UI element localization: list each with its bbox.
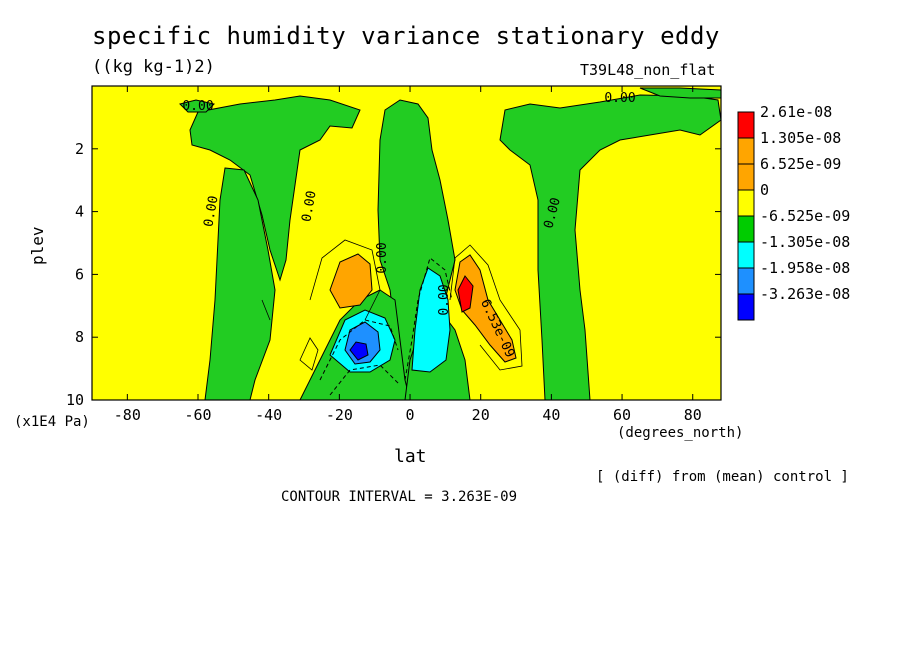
field-mid-positive <box>329 253 517 363</box>
legend-swatch <box>737 267 755 295</box>
legend-label: 6.525e-09 <box>760 155 841 173</box>
contour-label: 0.00 <box>437 284 452 315</box>
contour-label: 0.00 <box>299 190 319 223</box>
plot-frame <box>91 85 722 401</box>
legend-swatch <box>737 189 755 217</box>
legend-label: 1.305e-08 <box>760 129 841 147</box>
x-tick-label: 60 <box>613 406 631 424</box>
x-tick-label: 40 <box>542 406 560 424</box>
negative-contour-lines <box>319 257 453 396</box>
diff-note: [ (diff) from (mean) control ] <box>596 469 849 485</box>
y-axis-units: (x1E4 Pa) <box>14 414 90 430</box>
contour-label: 0.00 <box>604 91 635 106</box>
x-axis-units: (degrees_north) <box>617 425 744 441</box>
contour-label: 0.00 <box>201 195 221 228</box>
legend-swatch <box>737 293 755 321</box>
y-tick-label: 8 <box>75 328 84 346</box>
x-tick-label: -40 <box>255 406 282 424</box>
y-tick-label: 2 <box>75 140 84 158</box>
chart-title: specific humidity variance stationary ed… <box>92 22 720 50</box>
x-tick-label: 20 <box>472 406 490 424</box>
x-tick-label: -20 <box>326 406 353 424</box>
x-tick-label: -60 <box>184 406 211 424</box>
contour-interval: CONTOUR INTERVAL = 3.263E-09 <box>281 489 518 505</box>
run-label: T39L48_non_flat <box>580 61 716 79</box>
x-tick-label: 0 <box>406 406 415 424</box>
legend-label: -3.263e-08 <box>760 285 850 303</box>
contour-fields <box>92 86 721 400</box>
legend-label: -6.525e-09 <box>760 207 850 225</box>
y-tick-label: 6 <box>75 265 84 283</box>
legend-swatch <box>737 215 755 243</box>
legend-swatch <box>737 137 755 165</box>
x-tick-label: 80 <box>684 406 702 424</box>
legend-label: 0 <box>760 181 769 199</box>
legend-label: -1.305e-08 <box>760 233 850 251</box>
field-high-positive <box>457 275 474 313</box>
legend-swatch <box>737 241 755 269</box>
legend-label: 2.61e-08 <box>760 103 832 121</box>
x-tick-label: -80 <box>114 406 141 424</box>
chart-units: ((kg kg-1)2) <box>92 57 215 77</box>
legend-swatch <box>737 111 755 139</box>
y-tick-label: 4 <box>75 203 84 221</box>
legend-label: -1.958e-08 <box>760 259 850 277</box>
positive-contour-lines <box>261 239 523 371</box>
field-min-negative <box>349 341 369 361</box>
contour-label: 0.00 <box>182 99 213 114</box>
x-tick-group: -80 -60 -40 -20 0 20 40 60 80 <box>114 86 702 424</box>
x-axis-label: lat <box>394 446 427 467</box>
y-tick-label: 10 <box>66 391 84 409</box>
legend-swatch <box>737 163 755 191</box>
contour-label: 0.00 <box>375 242 390 273</box>
y-tick-group: 2 4 6 8 10 <box>66 140 721 409</box>
color-legend: 2.61e-08 1.305e-08 6.525e-09 0 -6.525e-09 -1.… <box>737 103 850 321</box>
